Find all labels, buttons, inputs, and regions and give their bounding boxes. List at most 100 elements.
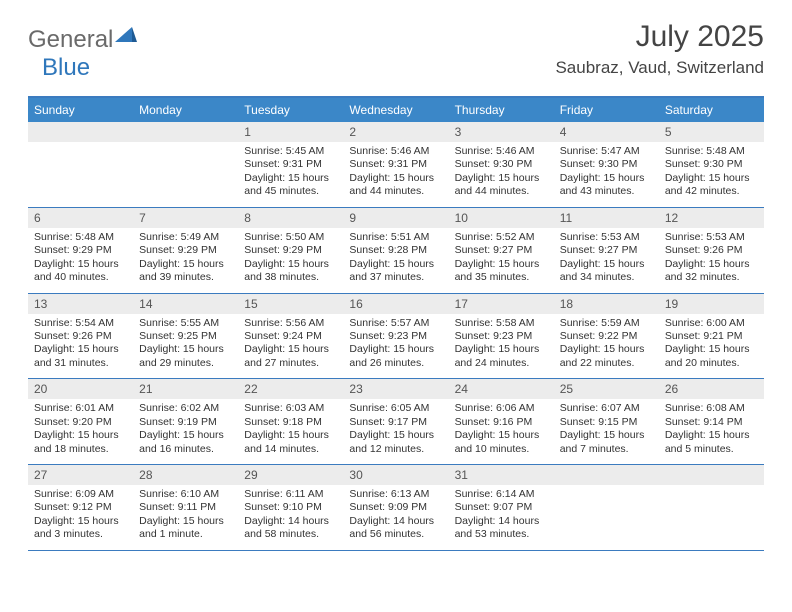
sunset-text: Sunset: 9:30 PM [665,158,758,171]
sunrise-text: Sunrise: 5:53 AM [560,231,653,244]
day-number: 26 [659,379,764,399]
day-header-row: Sunday Monday Tuesday Wednesday Thursday… [28,98,764,122]
sunrise-text: Sunrise: 6:00 AM [665,317,758,330]
sunrise-text: Sunrise: 5:54 AM [34,317,127,330]
sunrise-text: Sunrise: 5:49 AM [139,231,232,244]
day-number [659,465,764,485]
day-header: Saturday [659,98,764,122]
week-row: 12345Sunrise: 5:45 AMSunset: 9:31 PMDayl… [28,122,764,208]
sunset-text: Sunset: 9:29 PM [34,244,127,257]
daylight-text: Daylight: 15 hours and 7 minutes. [560,429,653,456]
day-number: 27 [28,465,133,485]
daynum-row: 12345 [28,122,764,142]
sunrise-text: Sunrise: 5:50 AM [244,231,337,244]
daylight-text: Daylight: 15 hours and 44 minutes. [349,172,442,199]
sunrise-text: Sunrise: 5:46 AM [349,145,442,158]
sunrise-text: Sunrise: 6:06 AM [455,402,548,415]
day-cell: Sunrise: 5:57 AMSunset: 9:23 PMDaylight:… [343,314,448,379]
day-number: 17 [449,294,554,314]
day-header: Monday [133,98,238,122]
daylight-text: Daylight: 15 hours and 42 minutes. [665,172,758,199]
brand-triangle-icon [115,24,137,52]
calendar-grid: Sunday Monday Tuesday Wednesday Thursday… [28,96,764,551]
day-cell: Sunrise: 5:59 AMSunset: 9:22 PMDaylight:… [554,314,659,379]
week-row: 6789101112Sunrise: 5:48 AMSunset: 9:29 P… [28,208,764,294]
sunset-text: Sunset: 9:26 PM [665,244,758,257]
daylight-text: Daylight: 14 hours and 58 minutes. [244,515,337,542]
day-number: 12 [659,208,764,228]
day-number: 24 [449,379,554,399]
sunrise-text: Sunrise: 5:55 AM [139,317,232,330]
day-number: 6 [28,208,133,228]
cell-body-row: Sunrise: 5:48 AMSunset: 9:29 PMDaylight:… [28,228,764,293]
daylight-text: Daylight: 15 hours and 27 minutes. [244,343,337,370]
daylight-text: Daylight: 15 hours and 38 minutes. [244,258,337,285]
day-cell: Sunrise: 5:55 AMSunset: 9:25 PMDaylight:… [133,314,238,379]
sunset-text: Sunset: 9:27 PM [455,244,548,257]
day-number: 31 [449,465,554,485]
day-number: 2 [343,122,448,142]
day-number: 18 [554,294,659,314]
day-number: 3 [449,122,554,142]
sunrise-text: Sunrise: 5:57 AM [349,317,442,330]
brand-logo: General [28,26,137,54]
week-row: 13141516171819Sunrise: 5:54 AMSunset: 9:… [28,294,764,380]
sunset-text: Sunset: 9:12 PM [34,501,127,514]
daylight-text: Daylight: 15 hours and 18 minutes. [34,429,127,456]
sunrise-text: Sunrise: 5:48 AM [34,231,127,244]
day-cell: Sunrise: 6:08 AMSunset: 9:14 PMDaylight:… [659,399,764,464]
calendar-page: General July 2025 Saubraz, Vaud, Switzer… [0,0,792,561]
day-cell: Sunrise: 5:50 AMSunset: 9:29 PMDaylight:… [238,228,343,293]
daylight-text: Daylight: 15 hours and 34 minutes. [560,258,653,285]
day-cell: Sunrise: 5:46 AMSunset: 9:31 PMDaylight:… [343,142,448,207]
sunset-text: Sunset: 9:14 PM [665,416,758,429]
day-cell: Sunrise: 5:56 AMSunset: 9:24 PMDaylight:… [238,314,343,379]
sunset-text: Sunset: 9:29 PM [139,244,232,257]
day-cell: Sunrise: 6:10 AMSunset: 9:11 PMDaylight:… [133,485,238,550]
day-number: 1 [238,122,343,142]
sunrise-text: Sunrise: 5:52 AM [455,231,548,244]
day-cell [133,142,238,207]
day-cell: Sunrise: 5:53 AMSunset: 9:27 PMDaylight:… [554,228,659,293]
week-row: 2728293031Sunrise: 6:09 AMSunset: 9:12 P… [28,465,764,551]
sunrise-text: Sunrise: 6:14 AM [455,488,548,501]
sunset-text: Sunset: 9:18 PM [244,416,337,429]
sunset-text: Sunset: 9:21 PM [665,330,758,343]
sunrise-text: Sunrise: 6:13 AM [349,488,442,501]
daylight-text: Daylight: 15 hours and 26 minutes. [349,343,442,370]
location: Saubraz, Vaud, Switzerland [555,58,764,78]
daylight-text: Daylight: 15 hours and 43 minutes. [560,172,653,199]
day-number: 16 [343,294,448,314]
cell-body-row: Sunrise: 6:01 AMSunset: 9:20 PMDaylight:… [28,399,764,464]
day-number: 30 [343,465,448,485]
sunrise-text: Sunrise: 5:45 AM [244,145,337,158]
daylight-text: Daylight: 15 hours and 40 minutes. [34,258,127,285]
day-header: Thursday [449,98,554,122]
sunrise-text: Sunrise: 6:05 AM [349,402,442,415]
day-header: Friday [554,98,659,122]
day-number: 4 [554,122,659,142]
sunrise-text: Sunrise: 6:02 AM [139,402,232,415]
sunset-text: Sunset: 9:28 PM [349,244,442,257]
sunset-text: Sunset: 9:19 PM [139,416,232,429]
day-cell: Sunrise: 6:07 AMSunset: 9:15 PMDaylight:… [554,399,659,464]
daylight-text: Daylight: 15 hours and 3 minutes. [34,515,127,542]
day-cell: Sunrise: 5:51 AMSunset: 9:28 PMDaylight:… [343,228,448,293]
day-header: Wednesday [343,98,448,122]
day-cell [554,485,659,550]
sunrise-text: Sunrise: 5:59 AM [560,317,653,330]
day-number: 10 [449,208,554,228]
sunset-text: Sunset: 9:26 PM [34,330,127,343]
sunrise-text: Sunrise: 5:48 AM [665,145,758,158]
day-cell [28,142,133,207]
daylight-text: Daylight: 15 hours and 14 minutes. [244,429,337,456]
daynum-row: 13141516171819 [28,294,764,314]
day-cell: Sunrise: 5:53 AMSunset: 9:26 PMDaylight:… [659,228,764,293]
day-number: 28 [133,465,238,485]
brand-blue: Blue [42,54,90,81]
daylight-text: Daylight: 15 hours and 44 minutes. [455,172,548,199]
sunrise-text: Sunrise: 6:08 AM [665,402,758,415]
sunrise-text: Sunrise: 6:09 AM [34,488,127,501]
sunrise-text: Sunrise: 6:07 AM [560,402,653,415]
day-number: 14 [133,294,238,314]
